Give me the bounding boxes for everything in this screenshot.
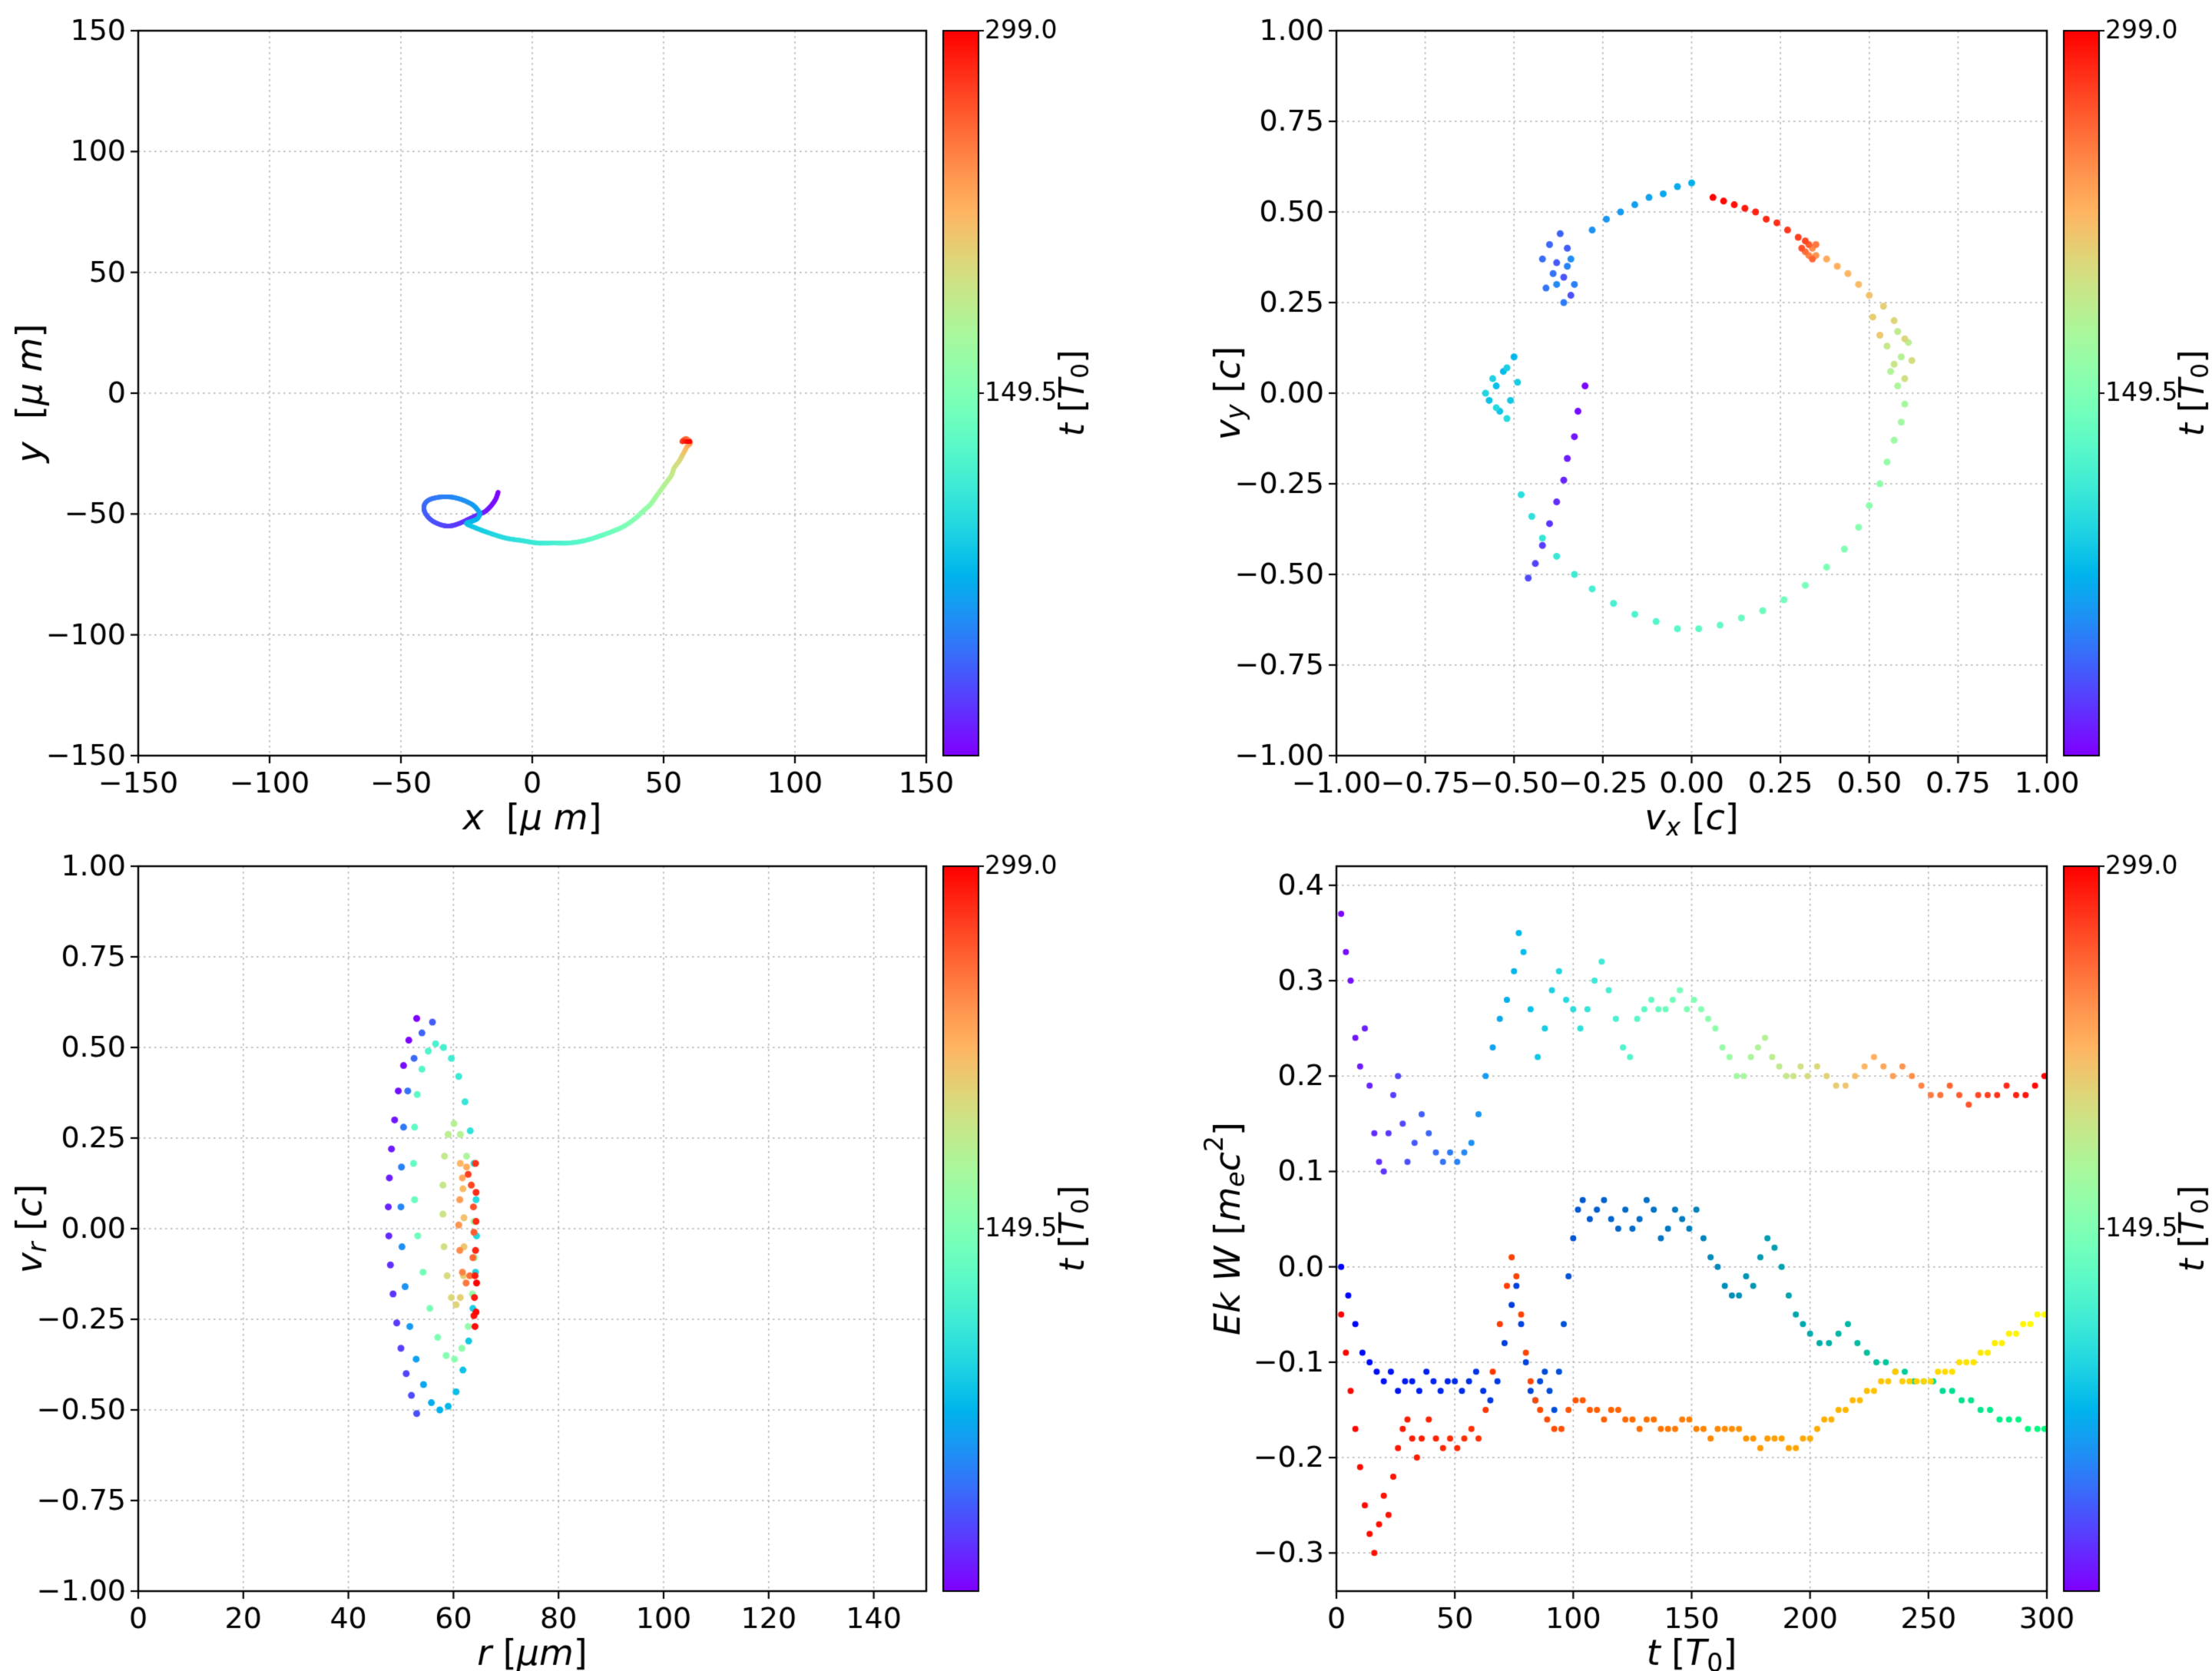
subplot-trajectory-xy [0, 0, 1106, 836]
subplot-radial-r-vr [0, 836, 1106, 1671]
trajectory-xy-canvas [0, 0, 1106, 836]
subplot-energy-vs-time [1106, 836, 2212, 1671]
velocity-vx-vy-canvas [1106, 0, 2212, 836]
subplot-velocity-vx-vy [1106, 0, 2212, 836]
radial-r-vr-canvas [0, 836, 1106, 1671]
energy-vs-time-canvas [1106, 836, 2212, 1671]
